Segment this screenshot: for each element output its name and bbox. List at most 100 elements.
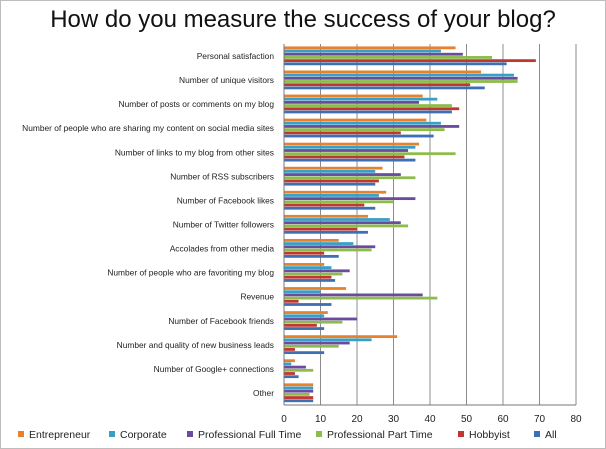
- legend: Entrepreneur Corporate Professional Full T…: [18, 429, 557, 441]
- bar: [284, 59, 536, 63]
- bar: [284, 179, 379, 183]
- bar: [284, 142, 420, 146]
- bar: [284, 200, 394, 204]
- x-tick-label: 60: [497, 414, 509, 425]
- bar: [284, 206, 376, 210]
- bar: [284, 131, 401, 135]
- bar: [284, 362, 292, 366]
- legend-swatch: [316, 431, 322, 437]
- bar: [284, 293, 423, 297]
- bar: [284, 203, 365, 207]
- bar: [284, 251, 325, 255]
- legend-label: Corporate: [120, 429, 167, 441]
- bar: [284, 107, 460, 111]
- category-label: Personal satisfaction: [197, 51, 275, 61]
- bar: [284, 125, 460, 128]
- bar: [284, 248, 372, 252]
- category-label: Number of unique visitors: [179, 75, 274, 85]
- bar: [284, 365, 306, 369]
- bar: [284, 335, 398, 339]
- bar: [284, 263, 325, 266]
- category-labels: Personal satisfaction Number of unique vi…: [22, 51, 274, 398]
- bar: [284, 317, 357, 321]
- bar: [284, 230, 368, 234]
- legend-swatch: [109, 431, 115, 437]
- category-label: Number of links to my blog from other si…: [115, 147, 274, 157]
- legend-swatch: [18, 431, 24, 437]
- bar: [284, 399, 314, 403]
- bar: [284, 121, 441, 125]
- bar: [284, 227, 357, 231]
- category-label: Number of Twitter followers: [173, 220, 274, 230]
- bar: [284, 242, 354, 245]
- bar: [284, 396, 314, 399]
- bar: [284, 169, 376, 173]
- bar: [284, 389, 314, 393]
- bar: [284, 100, 420, 104]
- x-tick-label: 80: [570, 414, 582, 425]
- bar: [284, 173, 401, 176]
- x-tick-label: 50: [461, 414, 473, 425]
- bar: [284, 314, 325, 318]
- bar: [284, 351, 325, 355]
- bar: [284, 70, 482, 74]
- bar: [284, 303, 332, 306]
- bar: [284, 218, 390, 221]
- bar: [284, 269, 350, 273]
- bar: [284, 83, 471, 87]
- category-label: Number of people who are sharing my cont…: [22, 123, 274, 133]
- bar: [284, 145, 416, 149]
- bar: [284, 76, 518, 80]
- bar: [284, 118, 427, 122]
- bar: [284, 392, 310, 396]
- x-tick-label: 10: [315, 414, 327, 425]
- bar: [284, 383, 314, 387]
- category-label: Revenue: [240, 292, 274, 302]
- x-tick-label: 0: [281, 414, 287, 425]
- bar: [284, 372, 295, 375]
- axes: [283, 44, 576, 406]
- bar: [284, 176, 416, 180]
- bar: [284, 155, 405, 159]
- x-tick-label: 20: [351, 414, 363, 425]
- bar: [284, 52, 463, 56]
- bar: [284, 323, 317, 327]
- bar: [284, 348, 295, 351]
- bar: [284, 359, 295, 363]
- bar: [284, 272, 343, 276]
- x-tick-label: 30: [388, 414, 400, 425]
- bar: [284, 386, 314, 390]
- bar: [284, 182, 376, 186]
- bar: [284, 375, 299, 379]
- x-tick-label: 70: [534, 414, 546, 425]
- bar: [284, 320, 343, 324]
- bar: [284, 266, 332, 270]
- category-label: Number of Facebook friends: [168, 316, 274, 326]
- legend-swatch: [187, 431, 193, 437]
- bar: [284, 97, 438, 101]
- legend-swatch: [458, 431, 464, 437]
- legend-label: Hobbyist: [469, 429, 510, 441]
- bar: [284, 368, 314, 372]
- bar: [284, 254, 339, 258]
- bar: [284, 290, 321, 294]
- bar: [284, 299, 299, 303]
- bar: [284, 341, 350, 345]
- category-label: Number of RSS subscribers: [170, 171, 274, 181]
- bar: [284, 311, 328, 314]
- bar: [284, 221, 401, 225]
- bar: [284, 104, 452, 107]
- bar: [284, 166, 383, 170]
- bar: [284, 327, 325, 330]
- category-label: Number of people who are favoriting my b…: [107, 268, 274, 278]
- category-label: Number and quality of new business leads: [117, 340, 274, 350]
- bar: [284, 73, 514, 77]
- legend-label: All: [545, 429, 557, 441]
- bar: [284, 46, 456, 50]
- bar: [284, 62, 507, 66]
- bar: [284, 110, 452, 114]
- tick-labels: 0 10 20 30 40 50 60 70 80: [281, 414, 582, 425]
- legend-label: Entrepreneur: [29, 429, 91, 441]
- category-label: Number of Google+ connections: [154, 364, 274, 374]
- bar: [284, 158, 416, 162]
